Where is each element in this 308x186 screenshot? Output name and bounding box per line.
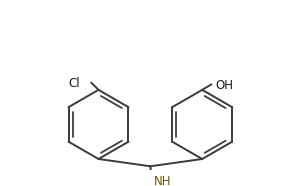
Text: NH: NH bbox=[154, 175, 172, 186]
Text: Cl: Cl bbox=[69, 77, 80, 90]
Text: OH: OH bbox=[215, 79, 233, 92]
